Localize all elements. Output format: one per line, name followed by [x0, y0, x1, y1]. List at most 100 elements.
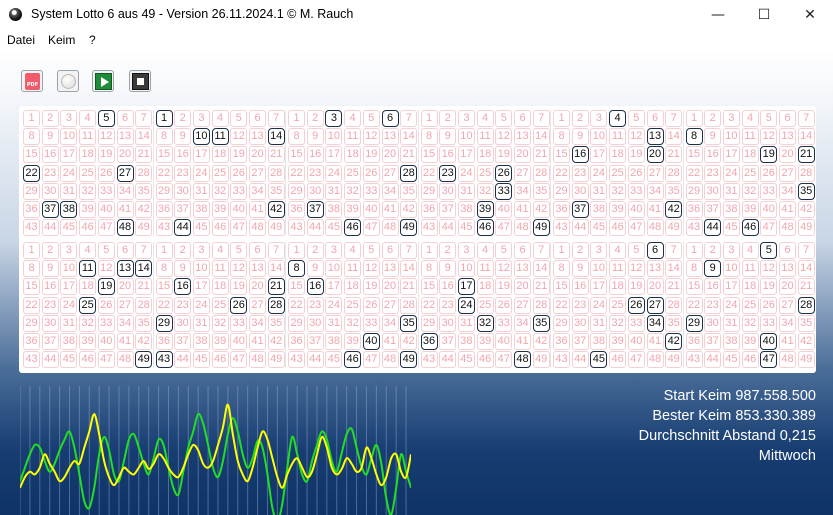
lotto-number: 10 — [722, 128, 740, 146]
lotto-number: 35 — [532, 182, 550, 200]
lotto-number: 48 — [646, 219, 664, 237]
lotto-number: 28 — [797, 296, 815, 314]
seed-distance-chart — [20, 386, 411, 515]
lotto-number: 27 — [381, 296, 399, 314]
lotto-number: 13 — [249, 260, 266, 278]
lotto-number: 14 — [532, 260, 550, 278]
lotto-ticket: 1 2 3 4 5 6 7 8 9 10 11 12 13 14 15 16 17 18 19 20 21 22 23 24 2… — [155, 242, 286, 369]
menu-help[interactable]: ? — [89, 33, 96, 47]
lotto-number: 9 — [174, 260, 192, 278]
lotto-number: 48 — [116, 219, 134, 237]
lotto-number: 24 — [457, 164, 475, 182]
lotto-number: 20 — [646, 146, 664, 164]
lotto-number: 2 — [174, 242, 192, 259]
lotto-number: 45 — [457, 219, 475, 237]
lotto-number: 38 — [722, 333, 740, 350]
lotto-number: 5 — [362, 242, 380, 259]
lotto-number: 13 — [381, 260, 399, 278]
lotto-number: 32 — [211, 314, 229, 332]
lotto-number: 21 — [532, 146, 550, 164]
lotto-number: 16 — [41, 146, 59, 164]
lotto-number: 46 — [211, 351, 229, 369]
lotto-number: 19 — [362, 146, 380, 164]
minimize-button[interactable]: — — [711, 7, 725, 23]
lotto-number: 46 — [741, 351, 759, 369]
lotto-number: 23 — [174, 164, 192, 182]
lotto-number: 39 — [741, 333, 759, 350]
lotto-number: 2 — [41, 242, 59, 259]
lotto-number: 45 — [325, 351, 343, 369]
lotto-number: 33 — [362, 182, 380, 200]
lotto-number: 22 — [420, 296, 438, 314]
lotto-number: 45 — [590, 351, 608, 369]
maximize-button[interactable]: ☐ — [757, 7, 771, 23]
lotto-number: 36 — [685, 333, 703, 350]
lotto-number: 18 — [609, 278, 627, 296]
lotto-number: 2 — [704, 110, 722, 127]
lotto-number: 4 — [609, 110, 627, 127]
lotto-number: 12 — [495, 128, 513, 146]
lotto-number: 9 — [704, 128, 722, 146]
lotto-number: 14 — [400, 260, 418, 278]
lotto-number: 13 — [116, 260, 134, 278]
lotto-number: 32 — [609, 182, 627, 200]
lotto-number: 11 — [609, 260, 627, 278]
lotto-number: 15 — [155, 278, 173, 296]
lotto-number: 8 — [288, 128, 305, 146]
lotto-ticket: 1 2 3 4 5 6 7 8 9 10 11 12 13 14 15 16 17 18 19 20 21 22 23 24 2… — [288, 110, 418, 237]
lotto-number: 6 — [116, 242, 134, 259]
lotto-number: 10 — [590, 128, 608, 146]
lotto-number: 38 — [325, 333, 343, 350]
lotto-number: 23 — [439, 164, 457, 182]
lotto-number: 9 — [439, 128, 457, 146]
lotto-number: 41 — [249, 333, 266, 350]
lotto-number: 20 — [249, 278, 266, 296]
lotto-number: 46 — [741, 219, 759, 237]
lotto-number: 13 — [116, 128, 134, 146]
record-button[interactable] — [57, 70, 79, 92]
lotto-number: 42 — [532, 201, 550, 218]
lotto-number: 4 — [211, 242, 229, 259]
lotto-number: 24 — [457, 296, 475, 314]
lotto-number: 17 — [192, 146, 210, 164]
lotto-number: 15 — [553, 146, 570, 164]
lotto-number: 35 — [400, 314, 418, 332]
lotto-number: 12 — [230, 260, 248, 278]
lotto-number: 32 — [211, 182, 229, 200]
lotto-number: 45 — [590, 219, 608, 237]
lotto-number: 17 — [192, 278, 210, 296]
lotto-number: 40 — [97, 333, 115, 350]
lotto-number: 42 — [135, 201, 153, 218]
lotto-number: 30 — [41, 314, 59, 332]
stop-button[interactable] — [129, 70, 151, 92]
lotto-number: 35 — [532, 314, 550, 332]
lotto-number: 10 — [60, 260, 78, 278]
start-seed-label: Start Keim 987.558.500 — [663, 388, 816, 404]
play-button[interactable] — [92, 70, 114, 92]
lotto-number: 17 — [457, 278, 475, 296]
lotto-number: 43 — [288, 351, 305, 369]
lotto-number: 37 — [571, 201, 589, 218]
lotto-number: 44 — [306, 351, 324, 369]
lotto-number: 2 — [571, 242, 589, 259]
lotto-number: 13 — [249, 128, 266, 146]
lotto-number: 38 — [457, 201, 475, 218]
menu-datei[interactable]: Datei — [7, 33, 36, 47]
lotto-number: 14 — [400, 128, 418, 146]
lotto-number: 27 — [646, 164, 664, 182]
lotto-number: 34 — [381, 314, 399, 332]
menu-keim[interactable]: Keim — [48, 33, 76, 47]
lotto-number: 23 — [174, 296, 192, 314]
lotto-number: 41 — [381, 333, 399, 350]
lotto-number: 7 — [532, 242, 550, 259]
lotto-number: 37 — [41, 201, 59, 218]
lotto-number: 6 — [381, 110, 399, 127]
lotto-number: 17 — [722, 146, 740, 164]
pdf-button[interactable]: PDF — [21, 70, 43, 92]
close-button[interactable]: ✕ — [804, 7, 816, 23]
lotto-number: 35 — [135, 182, 153, 200]
record-icon — [61, 74, 76, 89]
lotto-number: 4 — [609, 242, 627, 259]
lotto-number: 6 — [646, 110, 664, 127]
lotto-number: 45 — [192, 351, 210, 369]
